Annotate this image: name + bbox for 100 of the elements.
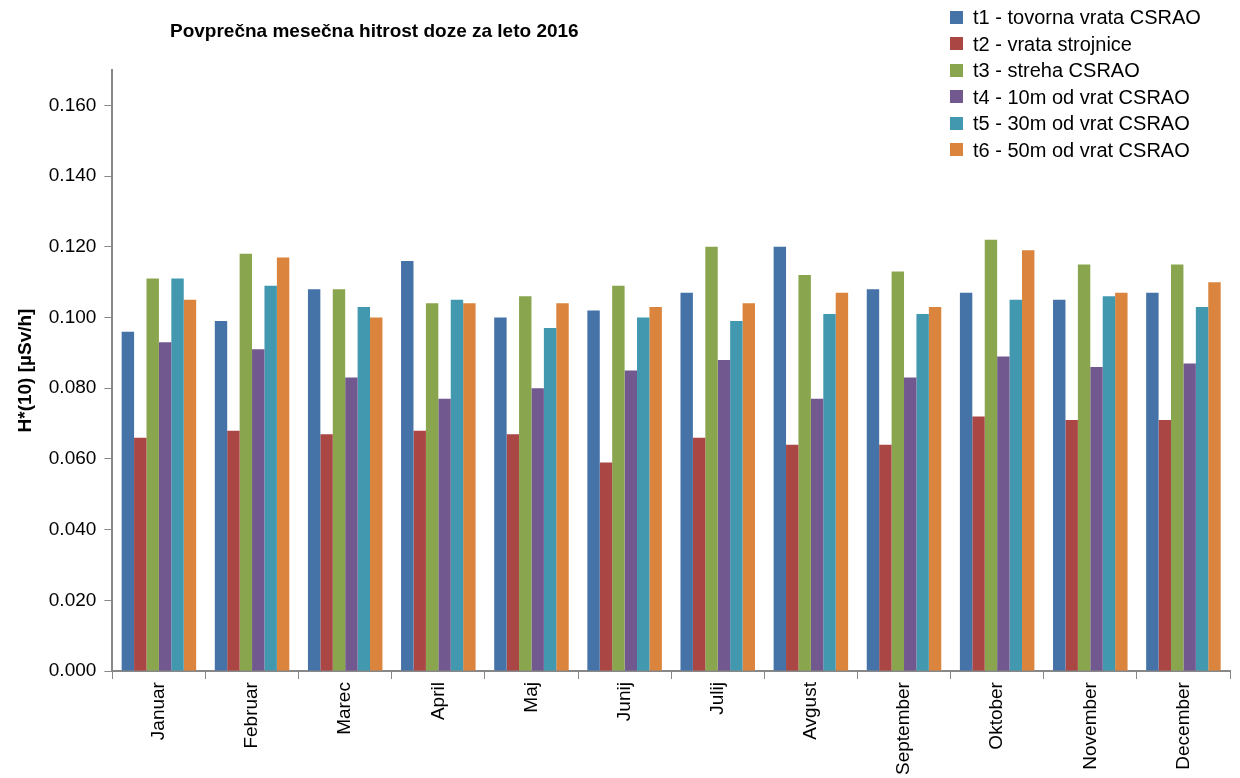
x-tick-label: Junij — [612, 682, 634, 722]
bar — [1077, 264, 1091, 671]
legend-label: t4 - 10m od vrat CSRAO — [973, 84, 1190, 110]
x-tick-label: Februar — [240, 681, 262, 749]
bar — [1021, 250, 1035, 671]
bar — [624, 370, 638, 671]
bar — [519, 296, 532, 671]
bar — [332, 289, 346, 671]
y-tick-label: 0.100 — [48, 305, 97, 327]
bar — [1171, 264, 1184, 671]
bar — [413, 430, 426, 671]
bar — [158, 342, 172, 671]
bar — [370, 317, 383, 671]
y-tick-label: 0.000 — [48, 659, 97, 681]
bar — [556, 303, 569, 671]
legend-label: t2 - vrata strojnice — [973, 31, 1132, 57]
bar — [587, 310, 600, 671]
bar — [916, 313, 929, 671]
x-tick-label: December — [1171, 681, 1193, 770]
x-tick-label: Avgust — [799, 681, 821, 740]
bar — [904, 377, 917, 671]
legend-label: t6 - 50m od vrat CSRAO — [973, 137, 1190, 163]
bar — [134, 437, 147, 671]
bar — [1053, 299, 1066, 671]
y-tick-label: 0.040 — [48, 517, 97, 539]
bar — [1183, 363, 1196, 671]
bar — [531, 388, 544, 671]
bar — [599, 462, 613, 671]
bar — [742, 303, 755, 671]
bar — [276, 257, 290, 671]
bar — [401, 260, 414, 671]
bar — [972, 416, 985, 671]
bar — [717, 359, 731, 671]
bar — [984, 239, 998, 671]
bar — [612, 285, 625, 671]
bar — [692, 437, 706, 671]
bar — [879, 444, 892, 671]
bar — [171, 278, 184, 671]
bar — [810, 398, 824, 671]
chart-title: Povprečna mesečna hitrost doze za leto 2016 — [170, 20, 579, 42]
x-tick-label: November — [1078, 681, 1100, 770]
bar — [1115, 292, 1128, 671]
bar — [506, 434, 520, 671]
bar — [494, 317, 507, 671]
bar — [264, 285, 277, 671]
bar — [1102, 296, 1116, 671]
bar — [1158, 420, 1172, 671]
x-tick-label: Marec — [333, 682, 355, 735]
x-tick-label: April — [426, 682, 448, 721]
x-tick-label: September — [892, 681, 914, 776]
legend-label: t1 - tovorna vrata CSRAO — [973, 5, 1201, 30]
legend-label: t3 - streha CSRAO — [973, 58, 1140, 83]
bar — [835, 292, 849, 671]
bar — [1146, 292, 1159, 671]
x-tick-label: Julij — [705, 682, 727, 715]
bar — [823, 313, 836, 671]
y-tick-label: 0.060 — [48, 447, 97, 469]
y-tick-label: 0.080 — [48, 376, 97, 398]
y-tick-label: 0.020 — [48, 588, 97, 610]
bar — [307, 289, 321, 671]
bar — [121, 331, 135, 671]
bar — [1090, 366, 1103, 671]
bar — [227, 430, 240, 671]
bar — [997, 356, 1010, 671]
bar — [1195, 306, 1209, 671]
bar — [1208, 282, 1221, 671]
y-tick-label: 0.120 — [48, 235, 97, 257]
bar — [320, 434, 333, 671]
y-tick-label: 0.160 — [48, 93, 97, 115]
bar — [438, 398, 451, 671]
bar — [214, 321, 228, 671]
x-tick-label: Oktober — [985, 681, 1007, 750]
bar — [773, 246, 787, 671]
x-tick-label: Maj — [519, 682, 541, 713]
bar — [959, 292, 973, 671]
bar — [463, 303, 476, 671]
bar — [705, 246, 718, 671]
bar — [1065, 420, 1078, 671]
bar — [649, 306, 662, 671]
bar — [680, 292, 693, 671]
bar — [252, 349, 265, 671]
bar — [146, 278, 159, 671]
bar — [1009, 299, 1022, 671]
y-axis-title: H*(10) [µSv/h] — [13, 308, 35, 433]
bar — [450, 299, 464, 671]
bar — [786, 444, 799, 671]
bar — [543, 328, 557, 671]
bar — [928, 306, 942, 671]
bar — [730, 321, 743, 671]
bar — [866, 289, 880, 671]
legend-label: t5 - 30m od vrat CSRAO — [973, 111, 1190, 136]
bar — [891, 271, 905, 671]
bar — [357, 306, 371, 671]
bar — [425, 303, 439, 671]
x-tick-label: Januar — [147, 681, 169, 741]
bar — [239, 253, 253, 671]
bar — [798, 275, 811, 671]
y-tick-label: 0.140 — [48, 164, 97, 186]
bar — [183, 299, 197, 671]
bar — [345, 377, 358, 671]
